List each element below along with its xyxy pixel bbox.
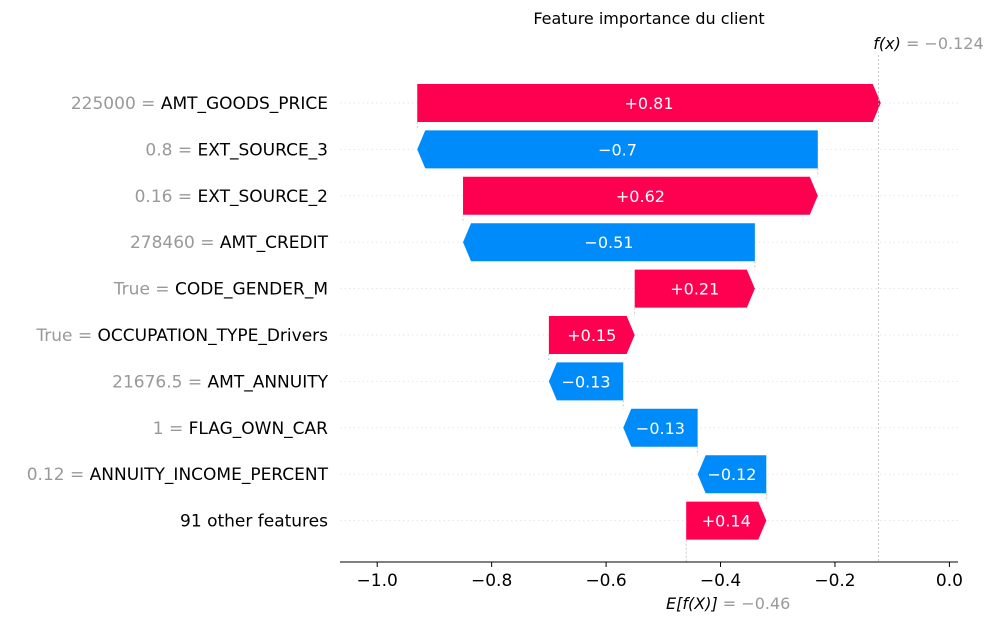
- bar-value-label: −0.12: [707, 465, 756, 484]
- output-value-annotation: f(x) = −0.124: [873, 34, 983, 53]
- x-tick-label: −0.6: [585, 571, 626, 591]
- base-value-annotation: E[f(X)] = −0.46: [666, 594, 790, 613]
- feature-value: 0.8 =: [145, 140, 197, 160]
- feature-value: 1 =: [153, 419, 189, 439]
- feature-label: True = CODE_GENDER_M: [113, 280, 328, 300]
- contribution-bar: [417, 84, 881, 122]
- base-label: E[f(X)]: [666, 594, 723, 613]
- feature-value: 0.16 =: [135, 187, 198, 207]
- feature-label: 1 = FLAG_OWN_CAR: [153, 419, 328, 439]
- feature-label: 21676.5 = AMT_ANNUITY: [112, 372, 328, 392]
- feature-name: OCCUPATION_TYPE_Drivers: [98, 326, 329, 346]
- feature-value: True =: [113, 280, 175, 300]
- chart-title: Feature importance du client: [533, 9, 764, 28]
- bar-value-label: +0.15: [567, 326, 616, 345]
- contribution-bar: [548, 362, 624, 401]
- value-annotations: f(x) = −0.124 E[f(X)] = −0.46: [666, 34, 984, 613]
- feature-label: 0.12 = ANNUITY_INCOME_PERCENT: [27, 465, 329, 485]
- output-label: f(x): [873, 34, 906, 53]
- feature-name: ANNUITY_INCOME_PERCENT: [90, 465, 329, 485]
- x-axis: −1.0 −0.8 −0.6 −0.4 −0.2 0.0: [340, 55, 963, 591]
- x-tick-label: 0.0: [936, 571, 963, 591]
- contribution-bar: [686, 501, 767, 540]
- bar-value-label: −0.13: [562, 372, 611, 391]
- feature-name: EXT_SOURCE_3: [198, 140, 328, 160]
- x-tick-label: −1.0: [357, 571, 398, 591]
- feature-label: 278460 = AMT_CREDIT: [130, 233, 329, 253]
- x-tick-label: −0.8: [471, 571, 512, 591]
- bar-value-label: +0.81: [624, 94, 673, 113]
- feature-name: AMT_CREDIT: [220, 233, 329, 253]
- contribution-bar: [623, 408, 698, 447]
- bar-value-label: −0.51: [584, 233, 633, 252]
- feature-name: EXT_SOURCE_2: [198, 187, 328, 207]
- feature-name: CODE_GENDER_M: [175, 280, 328, 300]
- feature-label: 91 other features: [180, 512, 328, 532]
- feature-label: 0.16 = EXT_SOURCE_2: [135, 187, 328, 207]
- x-tick-label: −0.2: [814, 571, 855, 591]
- feature-name: FLAG_OWN_CAR: [189, 419, 329, 439]
- bar-value-label: −0.7: [598, 140, 637, 159]
- feature-value: True =: [35, 326, 97, 346]
- contribution-bars: +0.81 −0.7 +0.62 −0.51 +0.21 +0.15 −0.13 −0.13 −…: [416, 84, 881, 540]
- feature-label: True = OCCUPATION_TYPE_Drivers: [35, 326, 328, 346]
- base-value: = −0.46: [723, 594, 791, 613]
- contribution-bar: [634, 269, 755, 308]
- feature-value: 0.12 =: [27, 465, 90, 485]
- contribution-bar: [463, 176, 818, 215]
- bar-value-label: +0.21: [670, 280, 719, 299]
- output-value: = −0.124: [906, 34, 984, 53]
- contribution-bar: [697, 455, 767, 494]
- feature-value: 278460 =: [130, 233, 220, 253]
- contribution-bar: [417, 130, 818, 169]
- feature-label: 225000 = AMT_GOODS_PRICE: [71, 94, 328, 114]
- feature-value: 21676.5 =: [112, 372, 207, 392]
- feature-value: 225000 =: [71, 94, 161, 114]
- bar-value-label: +0.14: [702, 512, 751, 531]
- feature-name: 91 other features: [180, 512, 328, 532]
- feature-rows: 225000 = AMT_GOODS_PRICE 0.8 = EXT_SOURCE…: [27, 94, 958, 532]
- feature-name: AMT_ANNUITY: [208, 372, 329, 392]
- x-tick-label: −0.4: [700, 571, 741, 591]
- feature-label: 0.8 = EXT_SOURCE_3: [145, 140, 328, 160]
- contribution-bar: [548, 316, 635, 354]
- bar-value-label: −0.13: [636, 419, 685, 438]
- bar-value-label: +0.62: [616, 187, 665, 206]
- contribution-bar: [463, 223, 755, 262]
- feature-name: AMT_GOODS_PRICE: [161, 94, 328, 114]
